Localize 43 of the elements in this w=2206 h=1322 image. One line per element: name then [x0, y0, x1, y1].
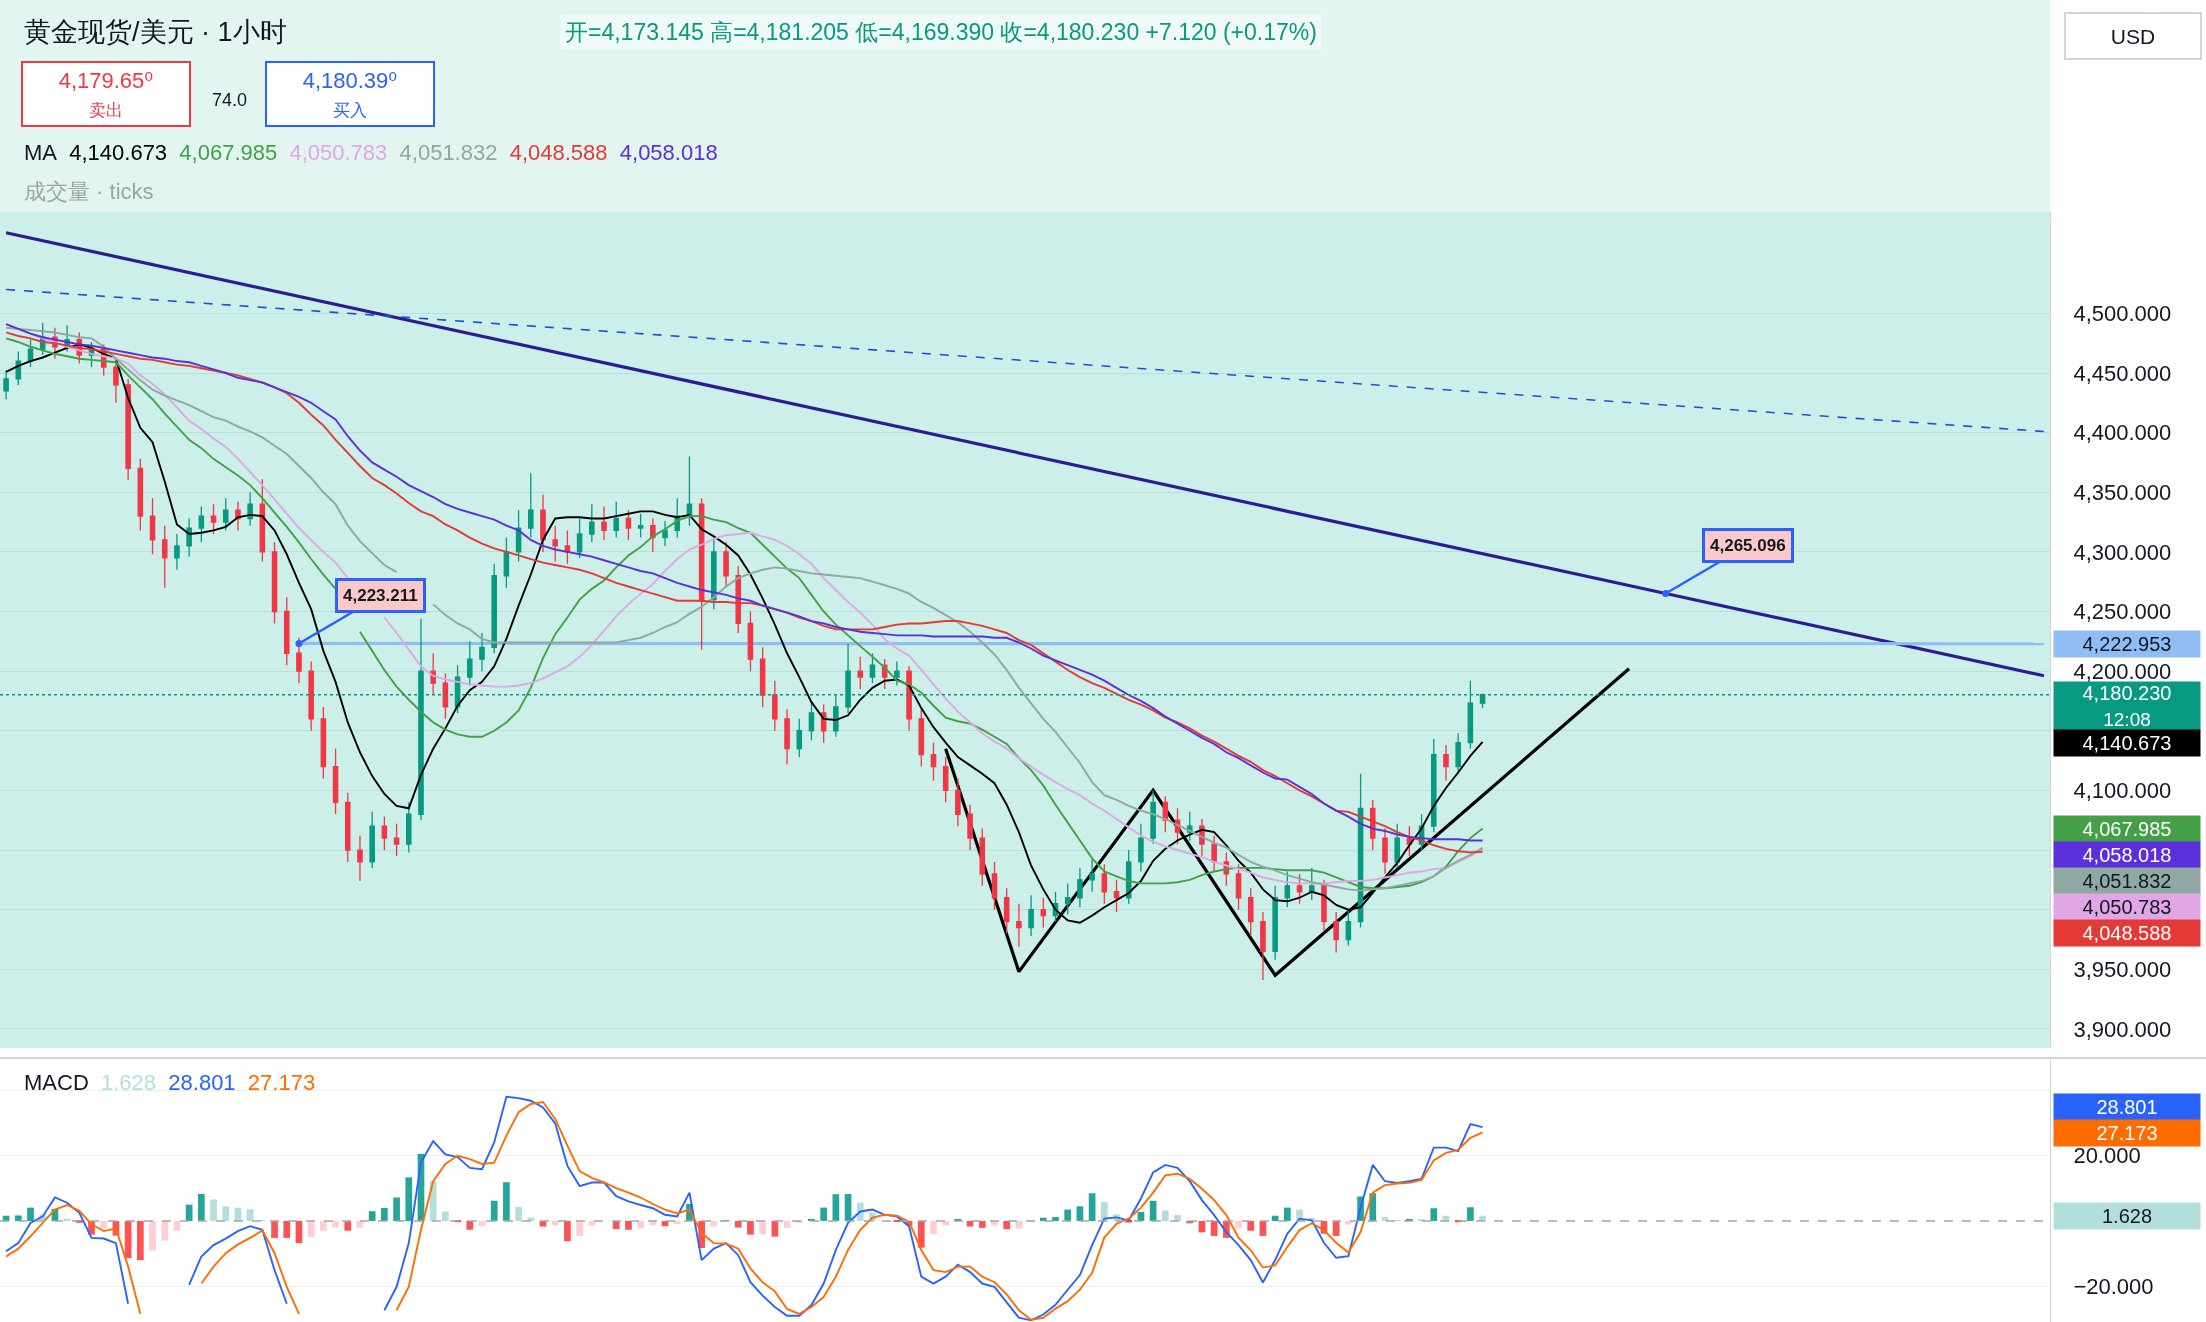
text: 成交量 · ticks [24, 179, 154, 204]
text: 4,050.783 [289, 140, 388, 165]
text: 27.173 [2096, 1122, 2158, 1144]
y-tick-label: 20.000 [2073, 1143, 2141, 1169]
ref-line-label: 4,180.230 12:08 [2082, 682, 2172, 730]
y-tick-label: 4,250.000 [2073, 599, 2172, 625]
text: 27.173 [247, 1070, 316, 1095]
text: 1.628 [2101, 1205, 2153, 1227]
text: 28.801 [168, 1070, 236, 1095]
y-tick-label: 4,400.000 [2073, 420, 2172, 446]
text: 4,058.018 [619, 140, 718, 165]
y-tick-label: 4,300.000 [2073, 539, 2172, 565]
text: 4,048.588 [509, 140, 608, 165]
text: 4,067.985 [2082, 818, 2172, 840]
y-tick-label: 4,500.000 [2073, 301, 2172, 327]
data-label: 4,223.211 [343, 586, 418, 605]
text: 28.801 [2096, 1096, 2158, 1118]
legend-title: MACD [24, 1070, 89, 1095]
series-label: 4,222.953 [2082, 633, 2172, 655]
text: 74.0 [212, 90, 248, 110]
text: 4,067.985 [179, 140, 278, 165]
text: 开=4,173.145 高=4,181.205 低=4,169.390 收=4,180.230 +7.120 (+0.17%) [565, 19, 1317, 45]
text: 4,050.783 [2082, 896, 2172, 918]
y-tick-label: 3,950.000 [2073, 956, 2172, 982]
text: 4,140.673 [69, 140, 168, 165]
y-tick-label: 3,900.000 [2073, 1016, 2172, 1042]
text: 1.628 [101, 1070, 157, 1095]
text: USD [2110, 24, 2156, 48]
legend-title: MA [24, 140, 58, 165]
y-tick-label: −20.000 [2073, 1273, 2154, 1299]
text: 4,179.65⁰ 卖出 [58, 67, 154, 121]
data-label: 4,265.096 [1710, 536, 1786, 555]
text: 4,140.673 [2082, 732, 2172, 754]
y-tick-label: 4,350.000 [2073, 479, 2172, 505]
y-tick-label: 4,100.000 [2073, 778, 2172, 804]
y-tick-label: 4,450.000 [2073, 360, 2172, 386]
text: 4,058.018 [2082, 844, 2172, 866]
y-tick-label: 4,200.000 [2073, 658, 2172, 684]
text: 4,180.39⁰ 买入 [302, 67, 398, 121]
text: 4,051.832 [2082, 870, 2172, 892]
text: 4,048.588 [2082, 922, 2172, 944]
text: 4,051.832 [399, 140, 498, 165]
chart-title: 黄金现货/美元 · 1小时 [24, 17, 287, 47]
